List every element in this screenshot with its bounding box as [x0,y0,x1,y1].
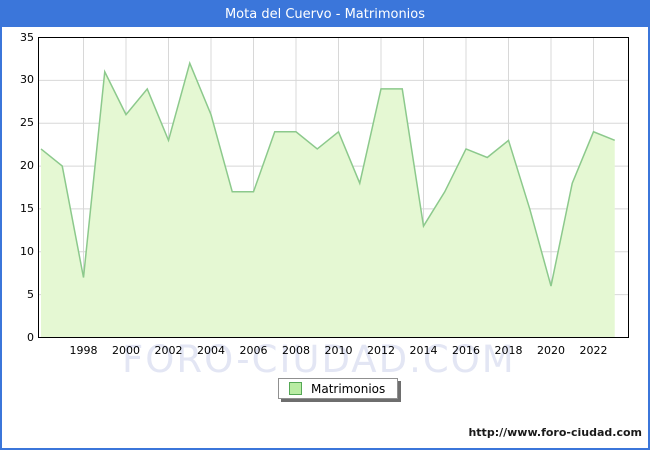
source-url: http://www.foro-ciudad.com [468,426,642,439]
chart-title: Mota del Cuervo - Matrimonios [224,7,426,22]
y-tick-label: 25 [20,116,34,130]
x-tick-label: 2022 [579,344,608,357]
legend-label: Matrimonios [311,381,386,396]
y-tick-label: 5 [27,287,34,301]
x-tick-label: 2012 [367,344,395,357]
y-tick-label: 15 [20,201,34,215]
legend-swatch-icon [289,382,302,395]
x-tick-label: 1998 [69,344,98,357]
x-tick-label: 2000 [112,344,140,357]
x-tick-label: 2010 [324,344,353,357]
y-tick-label: 30 [20,73,34,87]
y-tick-label: 35 [20,30,34,44]
y-tick-label: 10 [20,244,34,258]
y-tick-label: 20 [20,159,34,173]
x-tick-label: 2002 [154,344,183,357]
x-tick-label: 2020 [537,344,565,357]
x-tick-label: 2016 [452,344,480,357]
x-tick-label: 2004 [197,344,225,357]
x-tick-label: 2014 [409,344,438,357]
x-tick-label: 2018 [494,344,523,357]
legend: Matrimonios [278,378,399,399]
watermark: FORO-CIUDAD.COM [122,338,516,381]
x-tick-label: 2006 [239,344,268,357]
x-tick-label: 2008 [282,344,310,357]
title-bar: Mota del Cuervo - Matrimonios [2,2,648,27]
y-tick-label: 0 [27,330,34,344]
